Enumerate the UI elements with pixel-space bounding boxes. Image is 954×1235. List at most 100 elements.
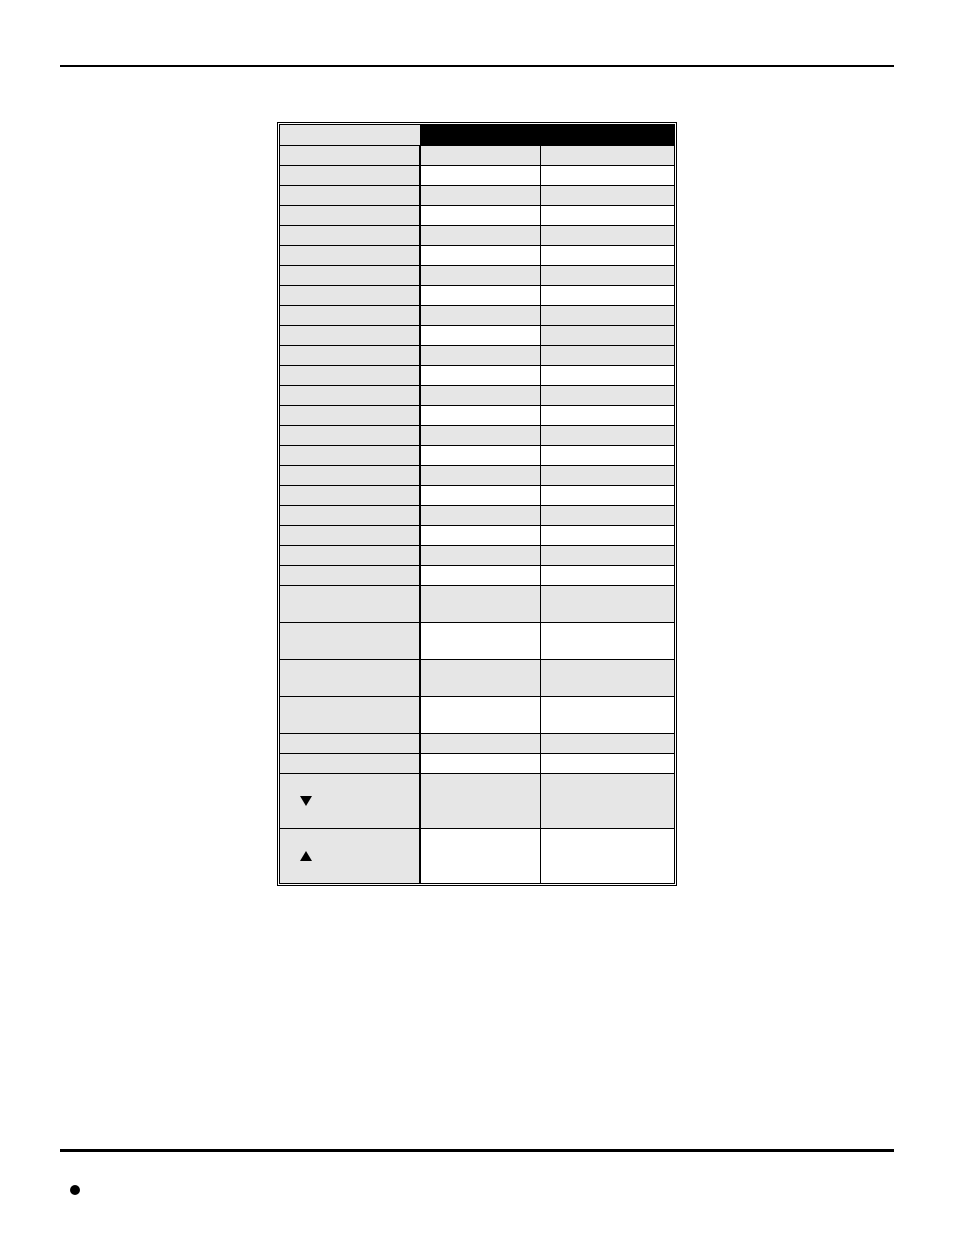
col-header-2 [420,125,540,146]
table-cell [420,566,540,586]
table-row [280,754,674,774]
table-cell [540,246,674,266]
table-cell [540,226,674,246]
table-row [280,346,674,366]
table-row [280,226,674,246]
table-cell [420,186,540,206]
table-cell [540,623,674,660]
row-label-cell [280,446,420,466]
table-row [280,734,674,754]
table-cell [420,306,540,326]
table-row [280,286,674,306]
table-cell [420,506,540,526]
document-page [0,0,954,1235]
row-label-cell [280,346,420,366]
triangle-down-icon [300,796,312,806]
table-cell [420,326,540,346]
table-cell [540,506,674,526]
table-row [280,326,674,346]
table-cell [540,754,674,774]
table-cell [420,386,540,406]
row-label-cell [280,586,420,623]
table-cell [420,346,540,366]
table-body [280,146,674,884]
row-label-cell [280,406,420,426]
row-label-cell [280,426,420,446]
table-cell [420,166,540,186]
col-header-1 [280,125,420,146]
table-row [280,446,674,466]
table-row [280,526,674,546]
table-cell [420,697,540,734]
table-row [280,426,674,446]
row-label-cell [280,246,420,266]
row-label-cell [280,754,420,774]
table-cell [540,829,674,884]
row-label-cell [280,546,420,566]
table-cell [540,426,674,446]
col-header-3 [540,125,674,146]
row-label-cell [280,366,420,386]
row-label-cell [280,206,420,226]
table-cell [540,697,674,734]
table-cell [420,486,540,506]
row-label-cell [280,286,420,306]
table-cell [540,526,674,546]
table-row [280,566,674,586]
table-row [280,186,674,206]
table-cell [420,586,540,623]
table-cell [420,246,540,266]
table-cell [540,286,674,306]
table-cell [420,286,540,306]
table-row [280,166,674,186]
table-cell [540,386,674,406]
table-cell [420,266,540,286]
row-label-cell [280,326,420,346]
row-label-cell [280,506,420,526]
table-row [280,406,674,426]
data-table-wrapper [277,122,677,886]
table-row [280,697,674,734]
table-row [280,266,674,286]
row-label-cell [280,697,420,734]
table-cell [420,754,540,774]
table-cell [540,326,674,346]
table-row [280,306,674,326]
table-row [280,546,674,566]
row-label-cell [280,623,420,660]
table-cell [420,426,540,446]
table-cell [420,406,540,426]
table-cell [420,546,540,566]
row-label-cell [280,166,420,186]
table-cell [540,586,674,623]
table-cell [540,206,674,226]
table-cell [420,226,540,246]
row-label-cell [280,186,420,206]
table-cell [540,166,674,186]
table-row [280,366,674,386]
table-cell [420,446,540,466]
table-cell [420,526,540,546]
table-cell [420,660,540,697]
table-cell [420,466,540,486]
table-cell [540,486,674,506]
table-row [280,206,674,226]
data-table [280,125,674,883]
row-label-cell [280,526,420,546]
table-cell [540,446,674,466]
table-cell [540,346,674,366]
table-row [280,246,674,266]
table-cell [540,146,674,166]
top-rule [60,65,894,67]
table-cell [540,660,674,697]
table-row [280,386,674,406]
table-row [280,466,674,486]
row-label-cell [280,486,420,506]
table-cell [540,186,674,206]
table-row [280,586,674,623]
table-cell [420,774,540,829]
row-label-cell [280,146,420,166]
row-label-cell [280,386,420,406]
bottom-rule [60,1149,894,1152]
footer-bullet-icon [70,1185,80,1195]
